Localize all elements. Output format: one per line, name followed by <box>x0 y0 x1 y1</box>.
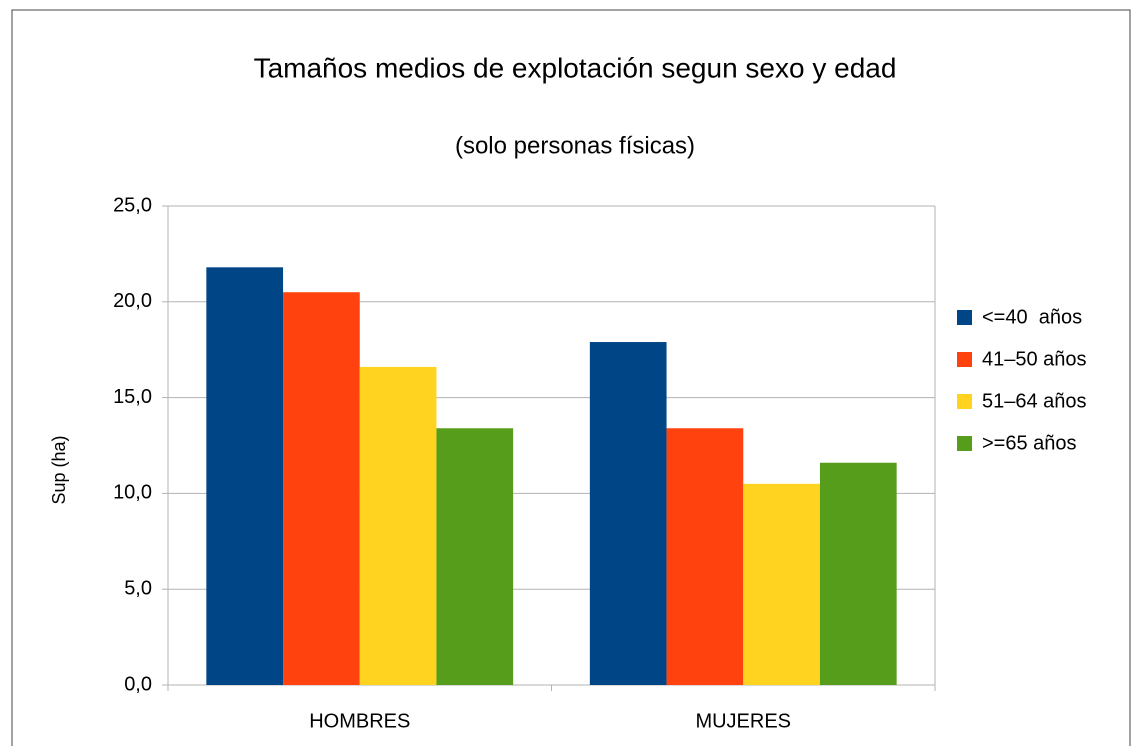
legend-label: 41–50 años <box>982 348 1087 370</box>
bar <box>206 267 284 685</box>
x-tick-label: MUJERES <box>695 710 791 732</box>
legend-label: 51–64 años <box>982 390 1087 412</box>
legend-label: <=40 años <box>982 306 1082 328</box>
y-tick-label: 0,0 <box>124 673 152 695</box>
chart-title: Tamaños medios de explotación segun sexo… <box>254 52 897 83</box>
y-tick-label: 20,0 <box>113 290 152 312</box>
legend-swatch <box>957 394 972 409</box>
bar <box>436 428 514 685</box>
chart-subtitle: (solo personas físicas) <box>455 132 695 159</box>
legend-swatch <box>957 310 972 325</box>
legend-swatch <box>957 352 972 367</box>
legend-swatch <box>957 436 972 451</box>
bar <box>359 366 437 685</box>
y-tick-label: 15,0 <box>113 386 152 408</box>
bar <box>743 483 820 685</box>
y-tick-label: 10,0 <box>113 482 152 504</box>
bar <box>819 462 897 685</box>
legend-label: >=65 años <box>982 432 1077 454</box>
x-tick-label: HOMBRES <box>309 710 410 732</box>
y-axis-label: Sup (ha) <box>49 435 69 504</box>
bar <box>283 292 360 685</box>
bar <box>666 428 744 685</box>
y-tick-label: 25,0 <box>113 194 152 216</box>
bar <box>589 342 667 685</box>
chart-frame <box>11 9 1131 746</box>
y-tick-label: 5,0 <box>124 577 152 599</box>
